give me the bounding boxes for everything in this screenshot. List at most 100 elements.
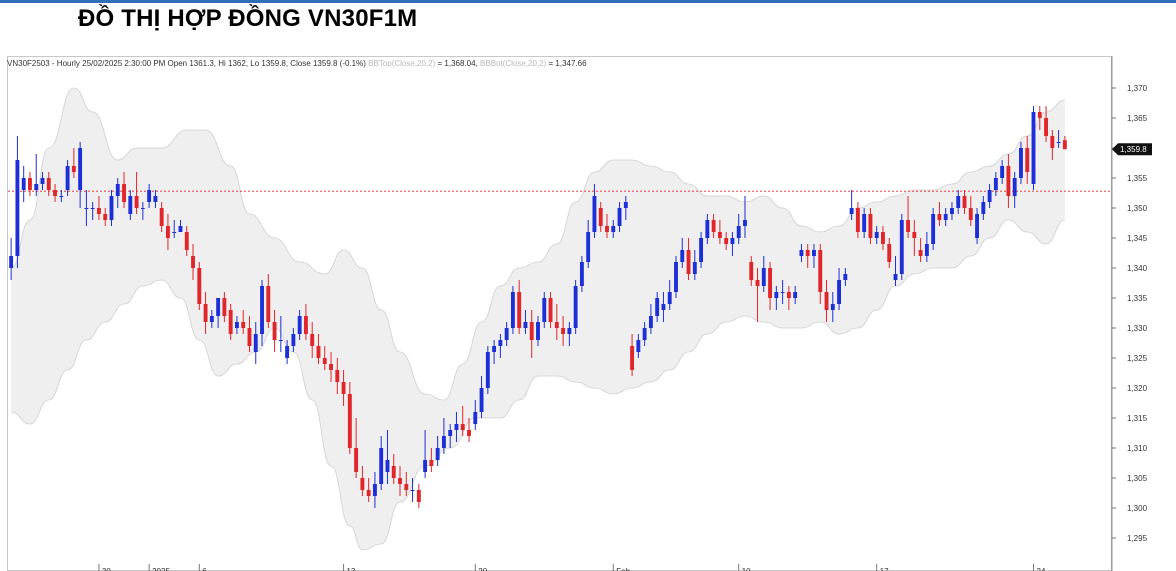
x-tick-label: 13 bbox=[347, 567, 356, 571]
candle-body bbox=[209, 316, 214, 322]
candle-body bbox=[887, 244, 892, 262]
header-accent-bar bbox=[0, 0, 1176, 3]
candle-body bbox=[140, 208, 145, 209]
chart-info-line: VN30F2503 - Hourly 25/02/2025 2:30:00 PM… bbox=[7, 59, 587, 68]
last-price-tag bbox=[1112, 143, 1152, 156]
candle-body bbox=[749, 262, 754, 280]
x-tick-label: 17 bbox=[880, 567, 889, 571]
candle-body bbox=[786, 292, 791, 298]
candle-body bbox=[184, 232, 189, 250]
bollinger-lower-line bbox=[11, 219, 1065, 551]
candle-body bbox=[1044, 118, 1048, 136]
candle-body bbox=[448, 430, 453, 436]
y-tick-label: 1,350 bbox=[1127, 204, 1148, 213]
candle-body bbox=[1056, 142, 1061, 143]
candle-body bbox=[768, 268, 773, 298]
candle-body bbox=[492, 346, 497, 352]
candle-body bbox=[360, 478, 365, 490]
candle-body bbox=[322, 358, 327, 364]
candle-body bbox=[899, 220, 904, 274]
candle-body bbox=[630, 346, 635, 370]
candle-body bbox=[247, 328, 252, 346]
candle-body bbox=[774, 292, 779, 298]
candle-body bbox=[623, 202, 628, 208]
candle-body bbox=[9, 256, 14, 268]
candle-body bbox=[642, 328, 647, 340]
last-price-label: 1,359.8 bbox=[1120, 145, 1147, 154]
candle-body bbox=[423, 460, 428, 472]
candle-body bbox=[874, 232, 879, 238]
candle-body bbox=[285, 346, 290, 358]
x-tick-label: 24 bbox=[1037, 567, 1046, 571]
candle-body bbox=[793, 292, 798, 298]
candle-body bbox=[906, 220, 911, 232]
candle-body bbox=[278, 340, 283, 341]
candle-body bbox=[761, 268, 766, 286]
candle-body bbox=[222, 298, 227, 316]
candle-body bbox=[950, 208, 954, 214]
candle-body bbox=[667, 292, 672, 304]
candle-body bbox=[510, 292, 515, 328]
candle-body bbox=[536, 322, 540, 340]
candle-body bbox=[53, 190, 57, 196]
bb-top-label: BBTop(Close,20,2) bbox=[368, 59, 436, 68]
page-title: ĐỒ THỊ HỢP ĐỒNG VN30F1M bbox=[78, 5, 418, 32]
y-tick-label: 1,325 bbox=[1127, 354, 1148, 363]
candle-body bbox=[467, 430, 471, 436]
candle-body bbox=[987, 190, 992, 202]
candle-body bbox=[912, 232, 917, 238]
candle-body bbox=[1037, 112, 1042, 118]
candle-body bbox=[931, 214, 936, 244]
candle-body bbox=[542, 298, 547, 322]
candle-body bbox=[918, 250, 923, 256]
y-tick-label: 1,315 bbox=[1127, 414, 1148, 423]
candle-body bbox=[573, 286, 578, 328]
candle-body bbox=[680, 250, 685, 262]
candle-body bbox=[28, 178, 32, 190]
candle-body bbox=[147, 190, 152, 202]
candle-body bbox=[975, 214, 979, 238]
candle-body bbox=[893, 274, 898, 280]
candle-body bbox=[122, 184, 126, 202]
candle-body bbox=[354, 448, 359, 472]
candle-body bbox=[178, 226, 183, 232]
candle-body bbox=[724, 238, 729, 244]
candle-body bbox=[529, 322, 534, 340]
candle-body bbox=[548, 298, 553, 322]
candle-body bbox=[561, 328, 566, 334]
candle-body bbox=[711, 220, 716, 232]
candle-body bbox=[743, 220, 747, 226]
x-tick-label: 10 bbox=[742, 567, 751, 571]
y-tick-label: 1,305 bbox=[1127, 474, 1148, 483]
candle-body bbox=[78, 148, 83, 190]
candle-body bbox=[84, 208, 89, 209]
candle-body bbox=[128, 196, 133, 214]
candle-body bbox=[153, 196, 158, 202]
candle-body bbox=[335, 370, 340, 382]
y-tick-label: 1,320 bbox=[1127, 384, 1148, 393]
candle-body bbox=[197, 268, 202, 304]
bb-top-value: = 1,368.04, bbox=[437, 59, 478, 68]
candle-body bbox=[310, 334, 315, 346]
candle-body bbox=[699, 238, 704, 262]
candle-body bbox=[686, 250, 691, 274]
candle-body bbox=[981, 202, 986, 214]
candle-body bbox=[410, 490, 415, 491]
candle-body bbox=[617, 208, 622, 226]
candle-body bbox=[228, 310, 233, 334]
candle-body bbox=[924, 244, 929, 256]
candle-body bbox=[1031, 112, 1036, 184]
candle-body bbox=[1050, 136, 1055, 148]
candle-body bbox=[97, 208, 101, 214]
candle-body bbox=[134, 196, 139, 208]
candle-body bbox=[454, 424, 459, 430]
candle-body bbox=[755, 280, 760, 286]
candle-body bbox=[837, 280, 842, 304]
candle-body bbox=[59, 196, 64, 197]
candle-body bbox=[812, 250, 816, 256]
candle-body bbox=[391, 466, 396, 478]
candle-body bbox=[372, 484, 377, 496]
candle-body bbox=[881, 232, 885, 244]
candle-body bbox=[460, 424, 465, 430]
